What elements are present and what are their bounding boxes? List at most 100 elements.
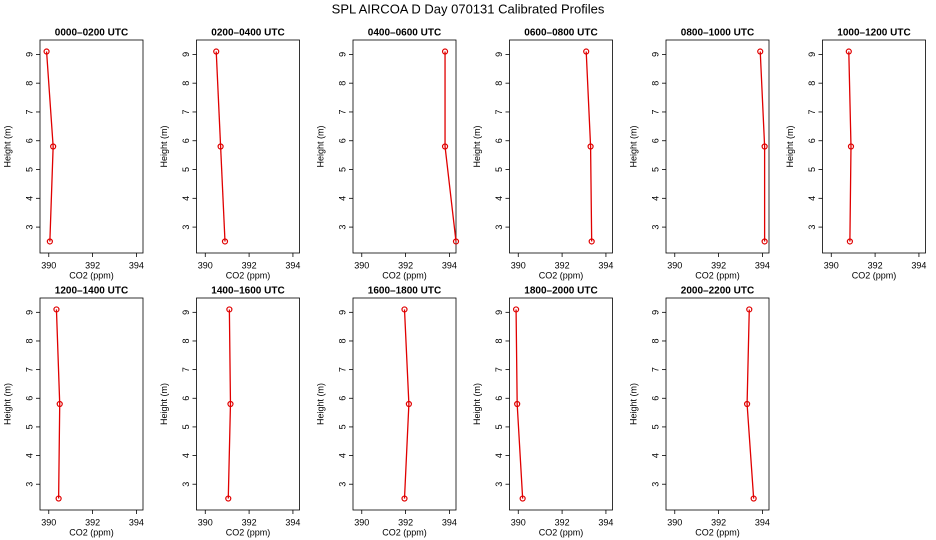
y-tick-label: 7	[181, 109, 191, 114]
y-tick-label: 3	[807, 225, 817, 230]
y-axis-label: Height (m)	[472, 125, 482, 167]
plot-frame	[39, 39, 144, 254]
x-tick-label: 394	[442, 260, 457, 270]
y-tick-label: 8	[181, 81, 191, 86]
x-axis-label: CO2 (ppm)	[69, 527, 114, 537]
y-tick-label: 4	[24, 453, 34, 458]
profile-line	[759, 51, 766, 242]
y-tick-label: 9	[494, 310, 504, 315]
data-point	[588, 238, 595, 245]
y-tick-label: 5	[181, 424, 191, 429]
plot-frame	[665, 39, 770, 254]
y-axis-label: Height (m)	[2, 125, 12, 167]
x-axis-label: CO2 (ppm)	[382, 527, 427, 537]
x-tick-label: 392	[711, 260, 726, 270]
x-tick-label: 390	[354, 260, 369, 270]
y-tick-label: 9	[181, 310, 191, 315]
x-tick-label: 394	[911, 260, 926, 270]
y-tick-label: 6	[181, 396, 191, 401]
y-axis-label: Height (m)	[472, 383, 482, 425]
y-tick-label: 4	[24, 196, 34, 201]
panel-title: 0600–0800 UTC	[524, 28, 597, 39]
y-tick-label: 5	[650, 167, 660, 172]
profile-line	[55, 309, 61, 499]
y-tick-label: 3	[337, 482, 347, 487]
x-tick-label: 392	[868, 260, 883, 270]
y-axis-label: Height (m)	[2, 383, 12, 425]
y-tick-label: 8	[650, 338, 660, 343]
y-tick-label: 5	[337, 167, 347, 172]
data-point	[514, 400, 521, 408]
profile-line	[403, 309, 410, 499]
y-tick-label: 9	[494, 52, 504, 57]
data-point	[761, 238, 768, 245]
x-axis-label: CO2 (ppm)	[539, 270, 584, 280]
plot-frame	[509, 297, 613, 511]
data-point	[43, 48, 50, 55]
y-tick-label: 5	[24, 167, 34, 172]
data-point	[221, 238, 229, 245]
x-tick-label: 392	[242, 517, 257, 527]
panel-title: 1800–2000 UTC	[524, 286, 597, 297]
x-tick-label: 394	[129, 517, 144, 527]
y-tick-label: 4	[650, 453, 660, 458]
y-tick-label: 3	[337, 225, 347, 230]
x-tick-label: 394	[285, 260, 300, 270]
data-point	[213, 48, 220, 55]
y-tick-label: 6	[650, 396, 660, 401]
data-point	[519, 495, 526, 502]
plot-frame	[352, 297, 457, 511]
plot-frame	[509, 39, 613, 254]
y-tick-label: 6	[24, 138, 34, 143]
y-tick-label: 7	[494, 109, 504, 114]
panel-title: 0800–1000 UTC	[681, 28, 754, 39]
x-tick-label: 390	[198, 517, 213, 527]
x-tick-label: 390	[354, 517, 369, 527]
x-tick-label: 390	[667, 260, 682, 270]
profile-line	[515, 309, 524, 499]
y-tick-label: 9	[337, 310, 347, 315]
data-point	[512, 306, 520, 313]
y-tick-label: 4	[807, 196, 817, 201]
y-tick-label: 5	[807, 167, 817, 172]
y-tick-label: 9	[650, 52, 660, 57]
y-axis-label: Height (m)	[159, 383, 169, 425]
data-point	[750, 495, 757, 502]
y-tick-label: 7	[650, 109, 660, 114]
y-axis-label: Height (m)	[315, 125, 325, 167]
data-point	[846, 238, 853, 245]
y-tick-label: 3	[24, 225, 34, 230]
y-tick-label: 4	[337, 196, 347, 201]
panel-title: 1200–1400 UTC	[55, 286, 128, 297]
data-point	[743, 400, 751, 408]
panel-title: 2000–2200 UTC	[681, 286, 754, 297]
y-tick-label: 9	[181, 52, 191, 57]
y-tick-label: 3	[650, 225, 660, 230]
data-point	[441, 143, 449, 150]
profile-line	[585, 51, 593, 242]
x-tick-label: 392	[398, 517, 413, 527]
data-point	[401, 495, 408, 502]
y-tick-label: 4	[337, 453, 347, 458]
data-point	[225, 495, 232, 502]
data-point	[746, 306, 753, 313]
y-tick-label: 8	[494, 338, 504, 343]
y-axis-label: Height (m)	[628, 125, 638, 167]
y-axis-label: Height (m)	[628, 383, 638, 425]
data-point	[217, 143, 224, 150]
y-tick-label: 9	[24, 310, 34, 315]
y-tick-label: 7	[494, 367, 504, 372]
x-tick-label: 390	[511, 517, 526, 527]
x-tick-label: 390	[41, 517, 56, 527]
profile-line	[848, 51, 852, 242]
y-tick-label: 6	[181, 138, 191, 143]
x-tick-label: 390	[667, 517, 682, 527]
y-tick-label: 6	[337, 138, 347, 143]
profile-line	[45, 51, 54, 242]
x-tick-label: 390	[824, 260, 839, 270]
y-tick-label: 5	[337, 424, 347, 429]
x-tick-label: 392	[555, 517, 570, 527]
y-axis-label: Height (m)	[159, 125, 169, 167]
data-point	[401, 306, 408, 313]
